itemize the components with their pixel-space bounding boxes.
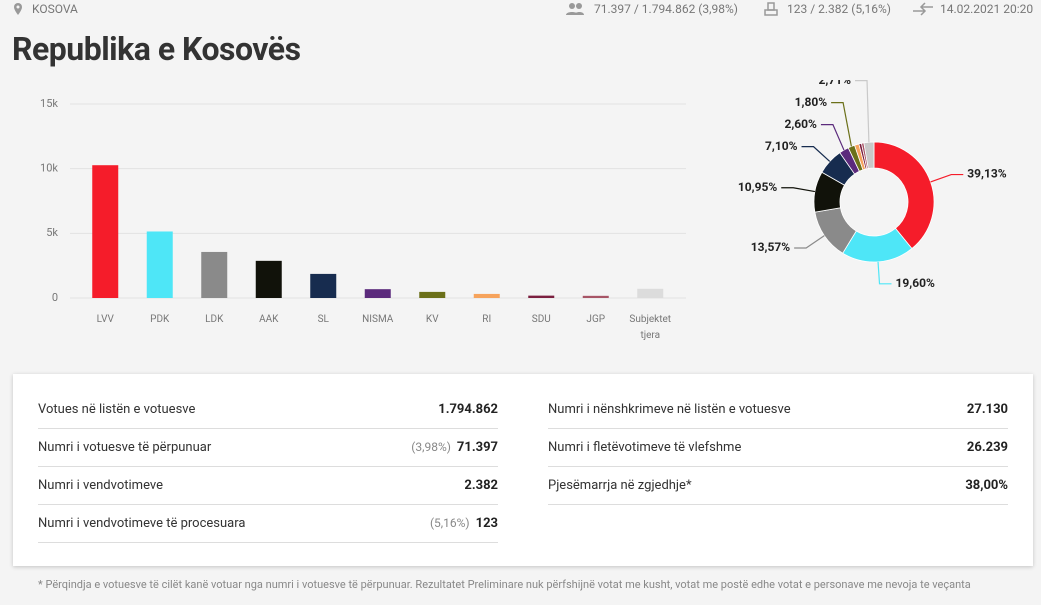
stat-value: 26.239: [966, 439, 1008, 455]
slice-label: 2,71%: [819, 80, 852, 87]
voters-count: 71.397 / 1.794.862 (3,98%): [594, 2, 738, 16]
x-tick-label: LDK: [205, 314, 224, 325]
x-tick-label: RI: [482, 314, 492, 325]
stat-row: Numri i vendvotimeve të procesuara (5,16%…: [38, 504, 498, 543]
update-time: 14.02.2021 20:20: [940, 2, 1034, 16]
stat-row: Numri i vendvotimeve 2.382: [38, 466, 498, 505]
bar: [473, 293, 500, 298]
stat-value: 1.794.862: [438, 401, 498, 417]
stat-value: 2.382: [464, 477, 498, 493]
y-tick-label: 5k: [46, 226, 58, 239]
stat-label: Numri i vendvotimeve: [38, 477, 163, 493]
voters-icon: [566, 3, 584, 15]
stats-card: Votues në listën e votuesve 1.794.862 Numr…: [13, 374, 1033, 566]
bar: [582, 295, 609, 298]
slice-label: 19,60%: [896, 276, 935, 290]
x-tick-label: LVV: [96, 314, 114, 325]
leader-line: [820, 124, 845, 151]
stat-label: Numri i fletëvotimeve të vlefshme: [548, 439, 742, 455]
stat-label: Numri i nënshkrimeve në listën e votuesv…: [548, 401, 791, 417]
x-tick-label: SL: [317, 314, 329, 325]
update-icon: [913, 2, 933, 16]
leader-line: [877, 261, 892, 285]
bar: [310, 273, 337, 298]
stat-value: 27.130: [966, 401, 1008, 417]
x-tick-label: KV: [425, 314, 439, 325]
y-tick-label: 0: [52, 291, 58, 304]
stat-label: Votues në listën e votuesve: [38, 401, 196, 417]
bar: [92, 165, 119, 298]
stat-label: Numri i vendvotimeve të procesuara: [38, 515, 246, 531]
leader-line: [801, 146, 831, 162]
y-tick-label: 15k: [40, 97, 58, 110]
x-tick-label: PDK: [150, 314, 170, 325]
stat-row: Numri i fletëvotimeve të vlefshme 26.239: [548, 428, 1008, 467]
leader-line: [781, 187, 816, 193]
slice-label: 2,60%: [784, 117, 817, 131]
stat-percent: (3,98%): [411, 440, 451, 454]
slice-label: 10,95%: [738, 180, 777, 194]
stations-count: 123 / 2.382 (5,16%): [787, 2, 891, 16]
slice-label: 7,10%: [765, 139, 798, 153]
stat-percent: (5,16%): [429, 516, 470, 530]
stat-label: Pjesëmarrja në zgjedhje*: [548, 477, 692, 493]
bar: [201, 251, 228, 298]
stat-row: Votues në listën e votuesve 1.794.862: [38, 390, 498, 429]
slice-label: 1,80%: [795, 95, 828, 109]
y-tick-label: 10k: [40, 162, 58, 175]
x-tick-label: JGP: [586, 314, 606, 325]
donut-chart: 39,13% 19,60% 13,57% 10,95% 7,10% 2,60% 1,80% 2…: [738, 80, 1007, 290]
stat-row: Numri i nënshkrimeve në listën e votuesv…: [548, 390, 1008, 429]
stat-value: 123: [475, 515, 498, 531]
bar: [528, 295, 555, 298]
donut-slice: [863, 141, 875, 169]
bar: [146, 231, 173, 298]
bar: [255, 260, 282, 298]
stat-row: Numri i votuesve të përpunuar (3,98%) 71.3…: [38, 428, 498, 467]
stat-value: 71.397: [456, 439, 498, 455]
page-title: Republika e Kosovës: [12, 30, 301, 68]
leader-line: [831, 102, 852, 147]
leader-line: [794, 235, 825, 249]
x-tick-label: SDU: [531, 314, 551, 325]
bar: [637, 288, 664, 298]
bar-chart: 0 5k 10k 15k: [40, 97, 686, 304]
x-tick-label: AAK: [259, 314, 279, 325]
x-tick-label: Subjektet tjera: [629, 314, 672, 341]
stat-row: Pjesëmarrja në zgjedhje* 38,00%: [548, 466, 1008, 505]
station-icon: [764, 2, 778, 16]
donut-slice: [873, 141, 935, 250]
stat-label: Numri i votuesve të përpunuar: [38, 439, 212, 455]
location-icon: [14, 3, 22, 15]
footnote: * Përqindja e votuesve të cilët kanë vot…: [38, 578, 971, 591]
bar: [364, 289, 391, 298]
bar: [419, 291, 446, 298]
location: KOSOVA: [32, 2, 78, 16]
leader-line: [930, 173, 964, 183]
x-tick-label: NISMA: [362, 314, 394, 325]
slice-label: 13,57%: [751, 240, 790, 254]
slice-label: 39,13%: [967, 167, 1006, 181]
stat-value: 38,00%: [965, 477, 1008, 493]
leader-line: [855, 80, 870, 143]
